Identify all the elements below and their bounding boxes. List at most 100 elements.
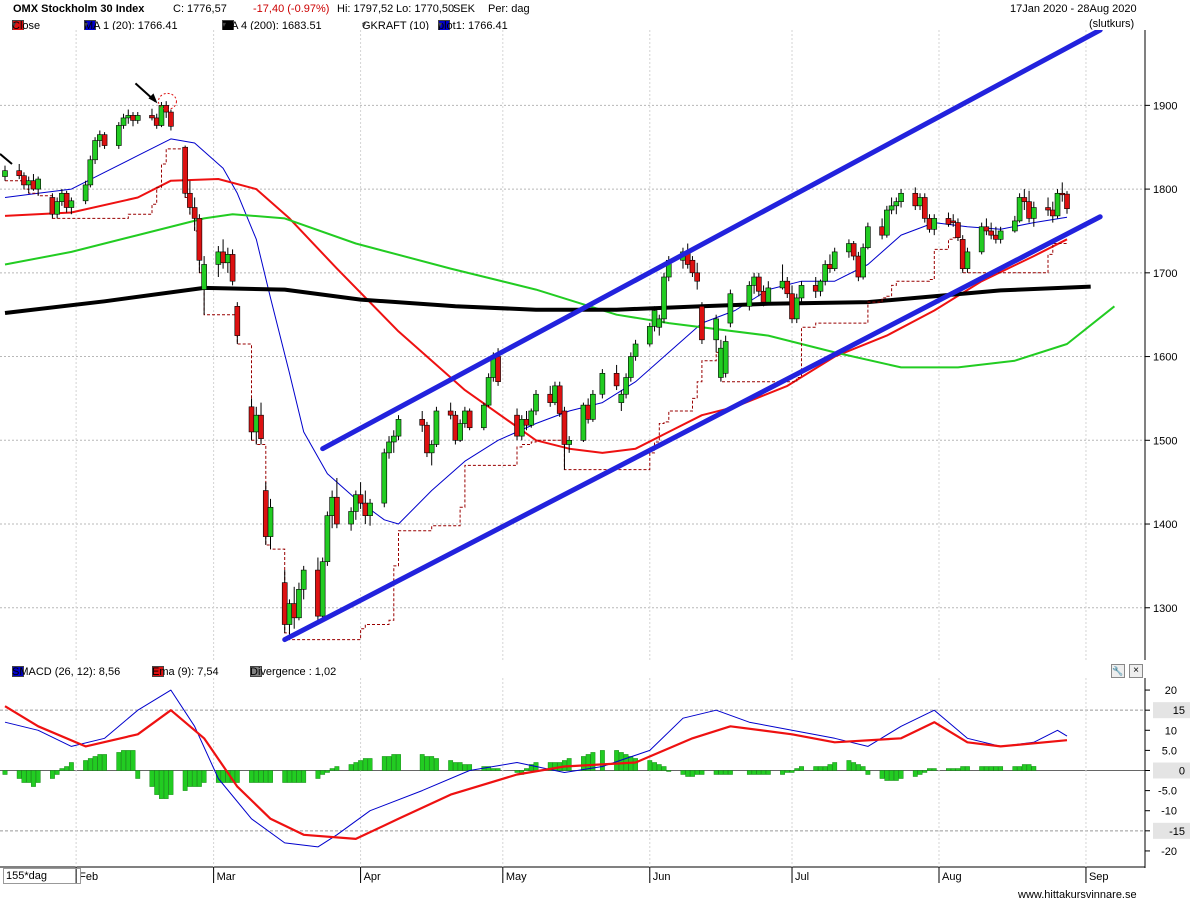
divergence-bar [2, 770, 8, 775]
divergence-bar [234, 770, 240, 783]
divergence-bar [1017, 766, 1022, 771]
divergence-bar [258, 770, 264, 783]
candle-down [49, 197, 56, 215]
divergence-swatch [250, 666, 262, 677]
wrench-icon[interactable]: 🔧 [1111, 664, 1125, 678]
candle-down [827, 264, 833, 269]
annotation-circle [157, 92, 177, 110]
candle-down [514, 414, 520, 437]
divergence-bar [35, 770, 41, 783]
divergence-bar [789, 770, 795, 773]
x-tick-label: Mar [217, 871, 236, 883]
candle-up [552, 385, 558, 403]
divergence-bar [547, 762, 553, 771]
divergence-bar [979, 766, 985, 771]
legend-smacd-label: SMACD (26, 12): 8,56 [12, 666, 121, 678]
divergence-bar [263, 770, 269, 783]
x-tick-label: Feb [79, 871, 98, 883]
candle-up [997, 230, 1004, 240]
divergence-bar [846, 760, 852, 771]
candle-up [324, 515, 331, 563]
divergence-bar [424, 756, 430, 771]
candle-up [518, 419, 525, 437]
x-tick-label: Aug [942, 871, 962, 883]
divergence-bar [599, 750, 605, 771]
divergence-bar [490, 768, 496, 771]
candle-down [63, 192, 70, 208]
macd-chart[interactable]: 20 15 10 5.00-5.0 -10 -15 -20 Feb Mar Apr May Jun Ju… [0, 678, 1192, 883]
chevron-down-icon[interactable]: ▾ [84, 20, 89, 29]
divergence-bar [922, 770, 928, 773]
price-chart[interactable]: 1900 1800 1700 1600 1500 1400 1300 [0, 30, 1192, 660]
chevron-down-icon[interactable]: ▾ [438, 20, 443, 29]
macd-legend-row: SMACD (26, 12): 8,56 Ema (9): 7,54 Diver… [0, 663, 1192, 678]
divergence-bar [125, 750, 131, 771]
divergence-bar [998, 766, 1004, 771]
divergence-bar [727, 770, 733, 775]
channel-line-upper [320, 30, 1103, 452]
divergence-bar [680, 770, 686, 775]
change-value: -17,40 (-0.97%) [253, 3, 330, 15]
candle-up [395, 419, 402, 437]
ma-line-2 [4, 213, 1116, 369]
candle-up [381, 452, 388, 504]
close-icon[interactable]: × [1129, 664, 1143, 678]
divergence-bar [324, 770, 330, 773]
chevron-down-icon[interactable]: ▾ [12, 20, 17, 29]
y-tick-label: 1500 [1153, 435, 1177, 447]
divergence-bar [16, 770, 22, 779]
candle-up [225, 254, 231, 264]
divergence-bar [685, 770, 691, 777]
period-box[interactable]: 155*dag [3, 868, 81, 884]
candle-up [319, 561, 326, 617]
candle-down [130, 115, 136, 121]
candle-down [1021, 197, 1028, 202]
chevron-down-icon[interactable]: ▾ [362, 20, 367, 29]
candle-up [481, 404, 487, 429]
divergence-bar [429, 756, 435, 771]
divergence-bar [566, 758, 572, 771]
candle-up [623, 377, 629, 395]
candle-up [215, 251, 222, 265]
candle-down [1049, 209, 1056, 217]
candle-down [585, 404, 591, 420]
candle-up [2, 170, 8, 177]
candle-down [262, 490, 269, 537]
divergence-bar [362, 758, 368, 771]
chart-header: OMX Stockholm 30 Index C: 1776,57 -17,40… [0, 2, 1192, 17]
candle-up [893, 201, 900, 207]
divergence-bar [780, 770, 785, 775]
divergence-bar [993, 766, 999, 771]
divergence-bar [590, 752, 596, 771]
ma-line-1 [4, 178, 1068, 454]
candle-down [959, 239, 966, 269]
candle-up [329, 496, 335, 516]
divergence-bar [97, 754, 103, 771]
candle-up [898, 192, 904, 202]
candle-down [452, 414, 459, 441]
divergence-bar [718, 770, 724, 775]
divergence-bar [320, 770, 326, 775]
candle-up [798, 285, 805, 299]
candle-up [115, 125, 122, 146]
divergence-bar [135, 770, 141, 779]
candle-down [756, 276, 762, 292]
divergence-bar [879, 770, 885, 779]
divergence-bar [434, 758, 439, 771]
candle-up [1054, 192, 1061, 217]
divergence-bar [391, 754, 397, 771]
divergence-bar [187, 770, 193, 787]
divergence-bar [168, 770, 174, 795]
divergence-bar [946, 768, 951, 771]
candle-down [789, 293, 795, 320]
candle-up [296, 589, 302, 619]
candle-down [153, 117, 160, 126]
divergence-bar [912, 770, 918, 777]
candle-down [16, 170, 23, 176]
macd-y-tick-label: 0 [1179, 766, 1185, 778]
candle-up [931, 218, 938, 230]
chevron-down-icon[interactable]: ▾ [222, 20, 227, 29]
divergence-bar [291, 770, 297, 783]
candle-up [746, 285, 753, 307]
candle-up [390, 435, 397, 443]
